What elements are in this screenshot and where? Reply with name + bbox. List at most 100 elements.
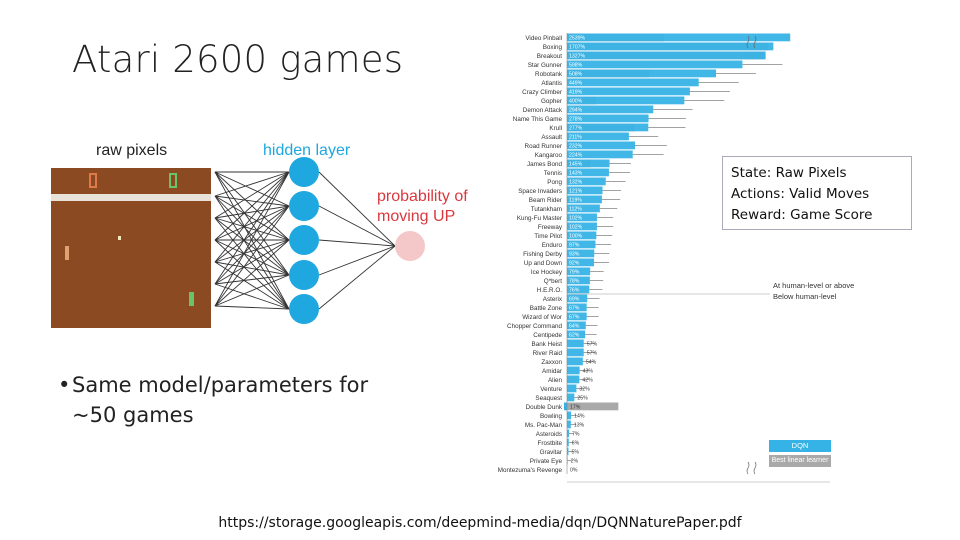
dqn-bar: [567, 60, 743, 69]
game-label: Venture: [540, 386, 562, 393]
dqn-bar: [567, 78, 699, 87]
nn-edge: [214, 171, 290, 241]
value-label: 598%: [569, 63, 583, 69]
value-label: 57%: [587, 342, 598, 348]
game-label: Bank Heist: [532, 341, 563, 348]
axis-break-mark: [746, 35, 750, 49]
bullet-line-1: Same model/parameters for: [72, 373, 369, 397]
value-label: 93%: [569, 252, 580, 258]
nn-edge: [214, 205, 290, 285]
score-bar: [51, 194, 211, 201]
game-label: Assault: [541, 134, 562, 141]
game-label: Ice Hockey: [531, 269, 563, 276]
info-state: State: Raw Pixels: [731, 165, 847, 181]
game-label: Bowling: [540, 413, 563, 420]
bullet-line-2: ~50 games: [72, 403, 194, 427]
nn-edge: [214, 239, 290, 310]
dqn-bar: [567, 204, 600, 213]
game-label: Kangaroo: [535, 152, 563, 159]
nn-edge: [214, 171, 290, 263]
dqn-bar: [567, 294, 588, 303]
game-label: Asteroids: [536, 431, 562, 438]
linear-bar: [567, 402, 619, 411]
ball: [118, 236, 121, 240]
value-label: 54%: [586, 360, 597, 366]
nn-edge: [318, 205, 396, 247]
game-label: Tutankham: [531, 206, 562, 213]
value-label: 102%: [569, 216, 583, 222]
game-label: Star Gunner: [528, 62, 562, 69]
dqn-bar: [567, 420, 571, 429]
dqn-bar: [567, 375, 580, 384]
value-label: 449%: [569, 81, 583, 87]
game-label: Private Eye: [530, 458, 563, 465]
dqn-bar: [567, 114, 649, 123]
value-label: 119%: [569, 198, 582, 204]
value-label: 76%: [569, 288, 580, 294]
game-label: Krull: [549, 125, 562, 132]
output-label-line1: probability of: [377, 188, 468, 205]
nn-edge: [214, 171, 290, 310]
axis-break-mark: [753, 461, 757, 475]
game-label: Demon Attack: [523, 107, 563, 114]
dqn-bar: [567, 384, 577, 393]
axis-break-mark: [753, 35, 757, 49]
hidden-node-1: [289, 157, 319, 187]
game-label: Pong: [547, 179, 562, 186]
pong-game-screen: [51, 168, 211, 328]
nn-edge: [214, 261, 290, 276]
dqn-bar: [567, 141, 636, 150]
hidden-node-3: [289, 225, 319, 255]
dqn-bar: [567, 222, 597, 231]
game-label: Boxing: [543, 44, 563, 51]
nn-edge: [214, 195, 290, 241]
value-label: 6%: [572, 441, 580, 447]
value-label: 67%: [569, 306, 580, 312]
dqn-bar: [567, 411, 572, 420]
dqn-bar: [567, 339, 584, 348]
dqn-bar: [567, 213, 597, 222]
nn-edge: [214, 217, 290, 276]
game-label: Robotank: [535, 71, 563, 78]
output-node: [395, 231, 425, 261]
game-label: Space Invaders: [518, 188, 562, 195]
score-left: [89, 173, 97, 188]
value-label: 57%: [587, 351, 598, 357]
nn-edge: [214, 205, 290, 241]
nn-edge: [214, 274, 290, 285]
legend-linear-label: Best linear learner: [771, 457, 829, 464]
game-label: Q*bert: [544, 278, 562, 285]
dqn-bar: [567, 132, 629, 141]
dqn-bar: [564, 402, 567, 411]
nn-edge: [214, 283, 290, 310]
dqn-bar: [567, 150, 633, 159]
value-label: 102%: [569, 225, 583, 231]
dqn-bar: [567, 285, 590, 294]
game-label: Amidar: [542, 368, 562, 375]
output-label-line2: moving UP: [377, 208, 456, 225]
info-box: State: Raw Pixels Actions: Valid Moves R…: [722, 156, 912, 230]
value-label: 25%: [577, 396, 588, 402]
score-right: [169, 173, 177, 188]
dqn-bar: [567, 159, 610, 168]
game-label: Zaxxon: [541, 359, 562, 366]
dqn-bar: [567, 42, 774, 51]
dqn-bar: [567, 303, 587, 312]
dqn-bar: [567, 123, 649, 132]
value-label: 92%: [569, 261, 580, 267]
nn-edge: [214, 171, 290, 285]
nn-edge: [214, 171, 290, 219]
value-label: 132%: [569, 180, 583, 186]
nn-edge: [214, 205, 290, 307]
dqn-bar: [567, 321, 586, 330]
dqn-performance-chart: Video Pinball 2539% Boxing 1707% Breakout 132…: [498, 33, 830, 483]
game-label: Crazy Climber: [522, 89, 562, 96]
game-label: H.E.R.O.: [537, 287, 562, 294]
value-label: 121%: [569, 189, 583, 195]
nn-edge: [214, 195, 290, 276]
hidden-node-2: [289, 191, 319, 221]
value-label: 43%: [583, 369, 594, 375]
nn-edge: [214, 171, 290, 307]
value-label: 112%: [569, 207, 582, 213]
nn-edge: [318, 171, 396, 247]
